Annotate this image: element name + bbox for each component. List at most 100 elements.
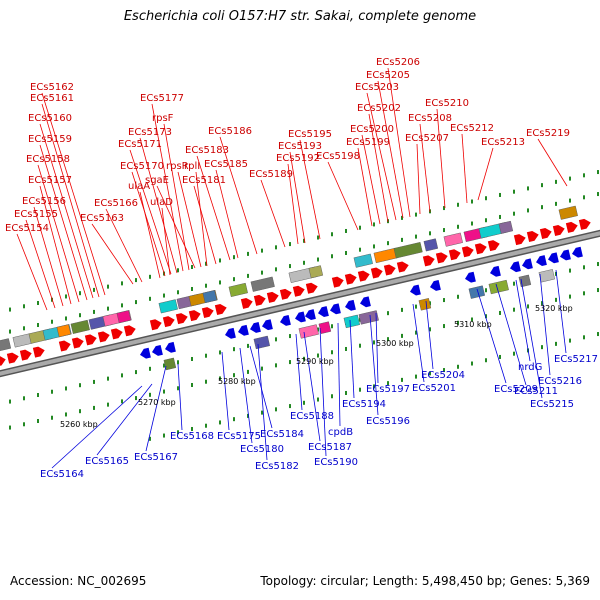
gene-label-forward: ECs5171 <box>118 139 162 150</box>
gene-label-forward: ECs5183 <box>185 145 229 156</box>
leader-line-forward <box>196 155 231 261</box>
tick-mark <box>597 332 599 337</box>
gene-box-forward <box>373 247 398 264</box>
leader-line-forward <box>105 208 143 283</box>
gene-label-forward: ECs5162 <box>30 82 74 93</box>
tick-mark <box>163 433 165 438</box>
tick-mark <box>93 405 95 410</box>
gene-label-reverse: ECs5167 <box>134 452 178 463</box>
gene-label-forward: ECs5212 <box>450 123 494 134</box>
gene-box-forward <box>12 333 32 348</box>
leader-line-forward <box>419 123 431 213</box>
leader-line-reverse <box>249 345 273 429</box>
tick-mark <box>23 396 25 401</box>
tick-mark <box>289 334 291 339</box>
tick-mark <box>135 300 137 305</box>
tick-mark <box>107 284 109 289</box>
gene-label-forward: ECs5203 <box>355 82 399 93</box>
gene-label-forward: rpsR <box>166 161 189 172</box>
gene-label-reverse: ECs5201 <box>412 383 456 394</box>
gene-arrow-forward <box>370 267 383 279</box>
leader-line-forward <box>41 92 106 296</box>
tick-mark <box>359 343 361 348</box>
gene-label-forward: ECs5200 <box>350 124 394 135</box>
tick-mark <box>331 324 333 329</box>
gene-label-reverse: ECs5209 <box>494 384 538 395</box>
gene-box-reverse <box>468 285 486 299</box>
gene-arrow-reverse <box>548 252 559 264</box>
gene-label-forward: ECs5189 <box>249 169 293 180</box>
tick-mark <box>219 376 221 381</box>
tick-mark <box>9 399 11 404</box>
gene-arrow-forward <box>305 282 318 294</box>
leader-line-forward <box>289 151 306 244</box>
tick-mark <box>555 201 557 206</box>
tick-mark <box>289 404 291 409</box>
gene-arrow-forward <box>552 224 565 236</box>
tick-mark <box>191 382 193 387</box>
gene-box-reverse <box>358 310 379 325</box>
tick-mark <box>233 417 235 422</box>
gene-label-reverse: ECs5164 <box>40 469 84 480</box>
tick-mark <box>149 296 151 301</box>
leader-line-reverse <box>51 385 143 469</box>
tick-mark <box>303 238 305 243</box>
gene-arrow-forward <box>240 297 253 309</box>
tick-mark <box>499 310 501 315</box>
gene-arrow-reverse <box>295 311 306 323</box>
tick-mark <box>135 370 137 375</box>
gene-arrow-reverse <box>465 271 476 283</box>
tick-mark <box>191 286 193 291</box>
gene-label-reverse: ECs5197 <box>366 384 410 395</box>
tick-mark <box>317 235 319 240</box>
gene-label-forward: ECs5170 <box>120 161 164 172</box>
tick-mark <box>415 374 417 379</box>
gene-label-forward: ECs5161 <box>30 93 74 104</box>
tick-mark <box>583 195 585 200</box>
leader-line-reverse <box>257 343 268 461</box>
tick-mark <box>177 290 179 295</box>
leader-line-forward <box>39 144 88 301</box>
leader-line-forward <box>461 133 468 204</box>
gene-box-reverse <box>538 269 556 283</box>
tick-mark <box>289 360 291 365</box>
tick-mark <box>317 353 319 358</box>
gene-label-forward: ECs5192 <box>276 153 320 164</box>
gene-arrow-forward <box>175 313 188 325</box>
tick-mark <box>373 340 375 345</box>
leader-line-forward <box>327 161 359 231</box>
tick-mark <box>345 346 347 351</box>
tick-mark <box>247 251 249 256</box>
tick-mark <box>9 425 11 430</box>
tick-mark <box>331 350 333 355</box>
gene-arrow-reverse <box>490 265 501 277</box>
tick-mark <box>415 212 417 217</box>
tick-mark <box>219 258 221 263</box>
gene-label-reverse: ECs5216 <box>538 376 582 387</box>
gene-label-forward: ECs5166 <box>94 198 138 209</box>
gene-label-reverse: ECs5190 <box>314 457 358 468</box>
tick-mark <box>149 274 151 279</box>
tick-mark <box>555 297 557 302</box>
tick-mark <box>275 267 277 272</box>
leader-line-forward <box>193 185 217 265</box>
tick-mark <box>79 409 81 414</box>
tick-mark <box>555 341 557 346</box>
tick-mark <box>9 329 11 334</box>
leader-line-forward <box>41 103 100 298</box>
leader-line-reverse <box>303 331 321 442</box>
gene-label-forward: ECs5205 <box>366 70 410 81</box>
tick-mark <box>51 319 53 324</box>
leader-line-forward <box>416 143 421 215</box>
tick-mark <box>219 350 221 355</box>
tick-mark <box>65 316 67 321</box>
gene-box-reverse <box>298 324 319 339</box>
tick-mark <box>121 281 123 286</box>
gene-label-forward: ECs5186 <box>208 126 252 137</box>
gene-label-forward: rpsF <box>152 113 174 124</box>
gene-arrow-forward <box>214 304 227 316</box>
tick-mark <box>359 247 361 252</box>
gene-arrow-forward <box>422 255 435 267</box>
leader-line-forward <box>361 134 381 225</box>
gene-label-forward: ECs5154 <box>5 223 49 234</box>
